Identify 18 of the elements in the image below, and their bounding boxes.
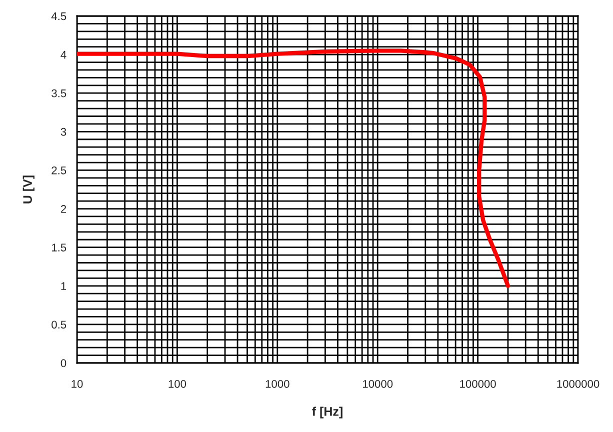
x-tick-label: 100 [168,380,186,388]
x-tick-label: 10000 [363,380,393,388]
y-axis-title: U [V] [22,176,34,204]
y-tick-label: 3 [60,128,66,136]
y-tick-label: 4.5 [51,12,66,20]
x-axis-title: f [Hz] [312,406,342,418]
x-tick-label: 1000000 [557,380,600,388]
x-tick-label: 1000 [266,380,290,388]
y-tick-label: 0 [60,359,66,368]
y-tick-label: 2 [60,205,66,213]
y-tick-label: 1 [61,282,66,290]
y-tick-label: 1.5 [52,244,66,252]
x-tick-label: 10 [72,380,83,388]
x-tick-label: 100000 [460,380,496,388]
y-tick-label: 2.5 [52,166,66,174]
y-tick-label: 0.5 [52,320,66,329]
y-tick-label: 3.5 [52,89,66,98]
y-tick-label: 4 [60,50,66,59]
